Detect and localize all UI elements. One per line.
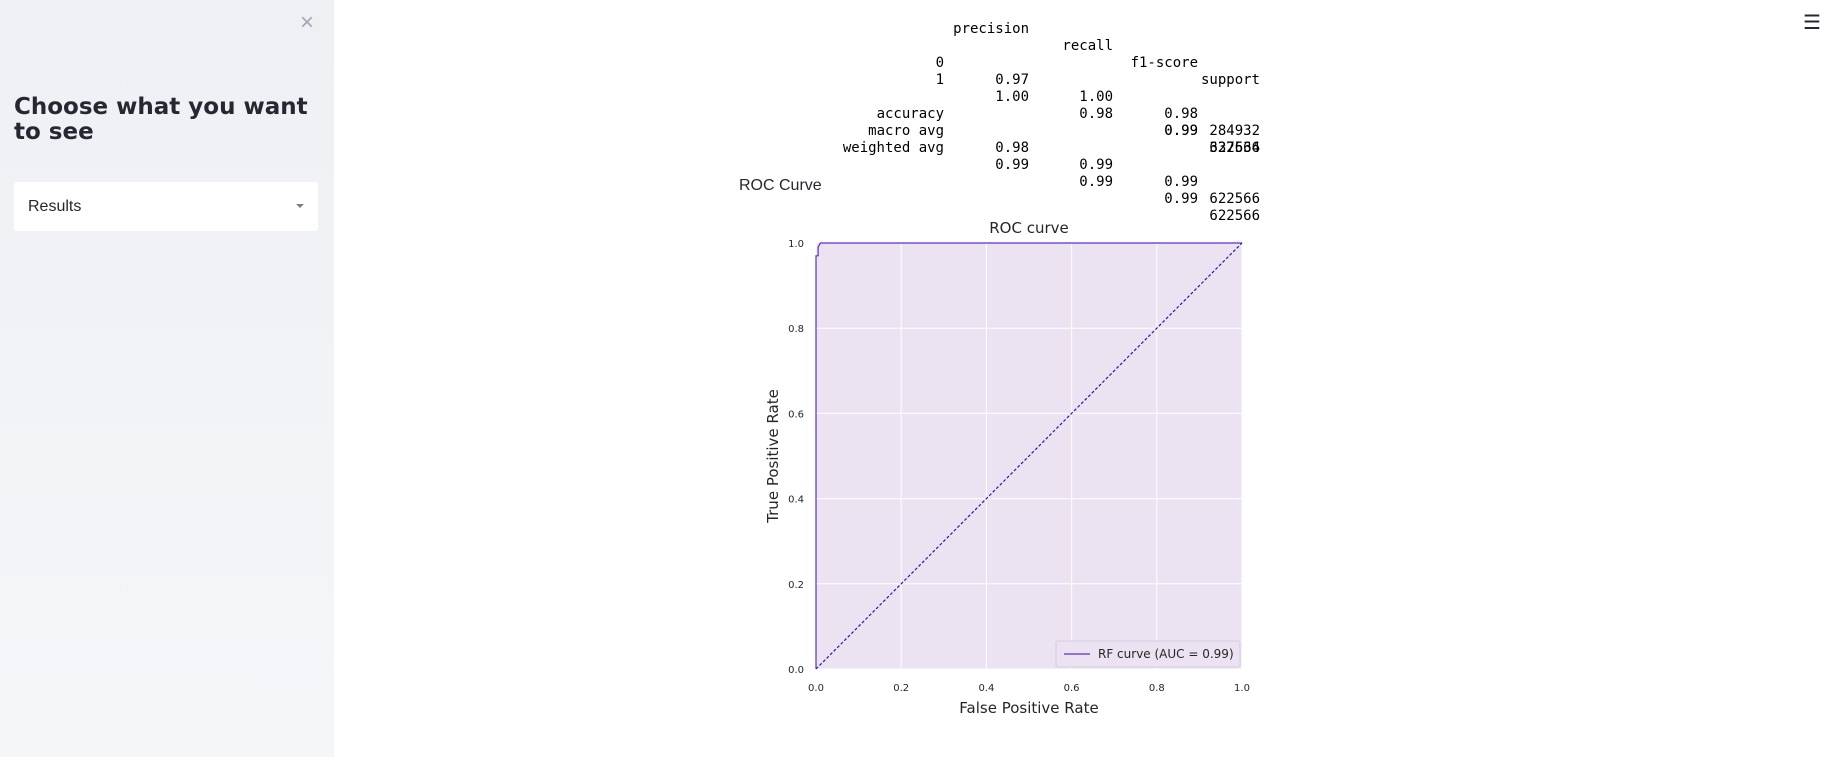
report-cell: 284932 [1209, 123, 1260, 139]
classification-report: precision recall f1-score support 0 0.97… [740, 4, 1260, 224]
report-cell: 0.98 [1079, 106, 1113, 122]
report-cell: 1.00 [995, 89, 1029, 105]
x-tick-label: 0.4 [978, 683, 994, 694]
report-row: weighted avg 0.99 0.99 0.99 622566 [740, 123, 1260, 224]
report-cell: 0.99 [1164, 174, 1198, 190]
roc-chart: 0.0 0.2 0.4 0.6 0.8 1.0 0.0 0.2 0.4 0.6 0.8 1.0 ROC … [750, 210, 1270, 730]
y-tick-label: 1.0 [788, 239, 804, 250]
y-tick-label: 0.6 [788, 409, 804, 420]
report-row-label: macro avg [868, 123, 944, 139]
report-row: macro avg 0.98 0.99 0.99 622566 [740, 106, 1260, 207]
report-col-header: precision [953, 21, 1029, 37]
y-tick-label: 0.0 [788, 665, 804, 676]
sidebar: × Choose what you want to see Results [0, 0, 334, 757]
hamburger-menu-icon[interactable]: ☰ [1803, 12, 1821, 34]
report-cell: 622566 [1209, 191, 1260, 207]
report-cell: 622566 [1209, 208, 1260, 224]
y-axis-label: True Positive Rate [764, 389, 782, 524]
report-cell: 0.99 [1079, 157, 1113, 173]
x-axis-label: False Positive Rate [959, 699, 1098, 717]
report-row: accuracy 0.99 622566 [740, 89, 1260, 156]
x-tick-label: 0.6 [1064, 683, 1080, 694]
report-cell: 0.97 [995, 72, 1029, 88]
chart-title: ROC curve [989, 219, 1069, 237]
report-row-label: accuracy [876, 106, 944, 122]
report-row: 0 0.97 1.00 0.98 284932 [740, 38, 1260, 139]
roc-section-heading: ROC Curve [739, 177, 822, 194]
report-cell: 337634 [1209, 140, 1260, 156]
y-tick-label: 0.2 [788, 580, 804, 591]
y-tick-label: 0.4 [788, 495, 804, 506]
view-select-value: Results [28, 198, 82, 215]
y-tick-label: 0.8 [788, 324, 804, 335]
x-tick-label: 0.2 [893, 683, 909, 694]
legend-label: RF curve (AUC = 0.99) [1098, 647, 1234, 661]
report-cell: 622566 [1209, 140, 1260, 156]
report-cell: 0.99 [1164, 123, 1198, 139]
report-row-label: 0 [935, 55, 944, 71]
close-icon[interactable]: × [299, 9, 314, 36]
report-cell: 0.99 [1164, 123, 1198, 139]
roc-series-line [815, 242, 1242, 669]
sidebar-title: Choose what you want to see [14, 94, 308, 145]
chance-line [815, 242, 1243, 670]
report-col-header: support [1200, 72, 1260, 88]
report-cell: 0.99 [995, 157, 1029, 173]
report-col-header: recall [1062, 38, 1113, 54]
report-cell: 1.00 [1079, 89, 1113, 105]
report-cell: 0.99 [1079, 174, 1113, 190]
report-col-header: f1-score [1130, 55, 1198, 71]
legend-box [1055, 640, 1241, 668]
report-row: 1 1.00 0.98 0.99 337634 [740, 55, 1260, 156]
report-cell: 0.98 [995, 140, 1029, 156]
x-tick-label: 0.8 [1149, 683, 1165, 694]
x-tick-label: 1.0 [1234, 683, 1250, 694]
report-cell: 0.98 [1164, 106, 1198, 122]
roc-chart-svg: 0.0 0.2 0.4 0.6 0.8 1.0 0.0 0.2 0.4 0.6 0.8 1.0 ROC … [764, 219, 1250, 717]
view-select[interactable]: Results [14, 182, 318, 231]
chevron-down-icon [296, 204, 304, 208]
report-cell: 0.99 [1164, 191, 1198, 207]
x-tick-label: 0.0 [808, 683, 824, 694]
report-row-label: weighted avg [842, 140, 944, 156]
report-row-label: 1 [935, 72, 944, 88]
report-header-row: precision recall f1-score support [740, 4, 1260, 88]
